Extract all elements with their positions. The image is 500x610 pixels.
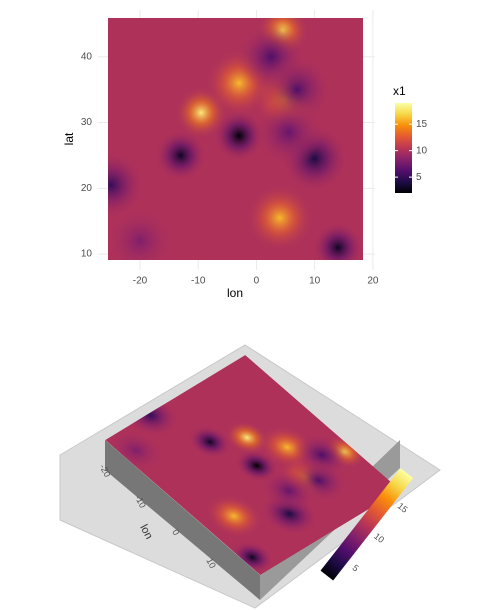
legend-tick-label-3d: 15 [396,501,410,515]
side-face [105,440,260,600]
colorbar-3d: 5 10 15 [320,468,414,581]
legend-tick-label: 5 [416,172,422,183]
y-tick-label: 40 [81,51,93,62]
x-tick-label-3d: 10 [204,556,218,570]
x-tick-label: -10 [191,276,206,287]
legend-tick-label-3d: 5 [350,563,360,574]
x-axis-label: lon [227,286,243,300]
colorbar-3d-bar [320,468,414,581]
raster-peak [108,206,175,260]
raster-peak [108,151,145,220]
x-tick-label-3d: 0 [170,528,181,537]
colorbar [395,103,412,193]
y-tick-label: 30 [81,117,93,128]
x-tick-label: 20 [367,276,379,287]
legend-tick-label-3d: 10 [372,531,386,545]
raster [108,18,363,260]
legend-tick-label: 10 [416,145,428,156]
y-tick-label: 20 [81,183,93,194]
raster-peak [311,221,363,260]
x-tick-label: -20 [133,276,148,287]
x-tick-label: 10 [309,276,321,287]
raster-peak [212,109,265,162]
raster-peak [254,98,323,167]
y-axis-label: lat [62,132,76,145]
legend-title: x1 [393,84,406,98]
raster-peak [154,129,207,182]
y-tick-label: 10 [81,249,93,260]
legend-tick-label: 15 [416,119,428,130]
raster-peak [245,183,314,252]
x-tick-label: 0 [254,276,260,287]
